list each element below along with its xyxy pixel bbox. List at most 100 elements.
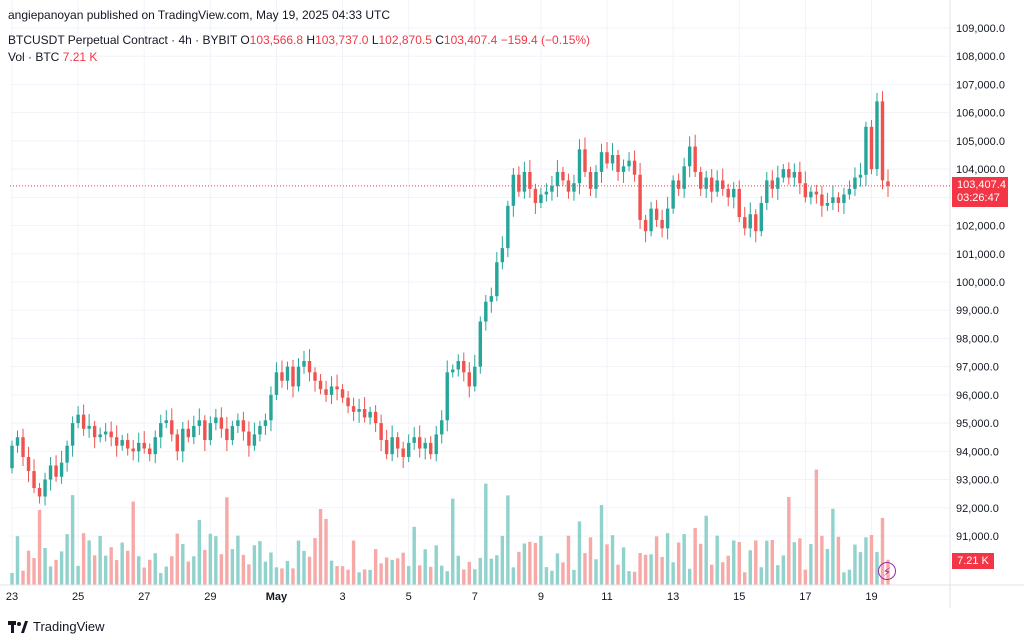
candle-body[interactable] — [621, 166, 626, 172]
candle-body[interactable] — [726, 188, 730, 198]
candle-body[interactable] — [484, 301, 488, 322]
candle-body[interactable] — [803, 183, 808, 198]
candle-body[interactable] — [329, 386, 334, 395]
candle-body[interactable] — [886, 181, 890, 186]
candle-body[interactable] — [434, 434, 438, 455]
candle-body[interactable] — [230, 425, 235, 441]
candle-body[interactable] — [302, 361, 306, 367]
candle-body[interactable] — [335, 386, 339, 390]
candle-body[interactable] — [506, 205, 510, 249]
candle-body[interactable] — [451, 369, 455, 373]
candle-body[interactable] — [500, 248, 505, 263]
candle-body[interactable] — [478, 321, 483, 367]
candle-body[interactable] — [880, 101, 885, 181]
candle-body[interactable] — [412, 437, 416, 443]
symbol-name[interactable]: BTCUSDT Perpetual Contract · 4h · BYBIT — [8, 33, 237, 47]
candle-body[interactable] — [120, 440, 124, 446]
candle-body[interactable] — [65, 445, 69, 463]
candle-body[interactable] — [853, 177, 857, 189]
candle-body[interactable] — [698, 171, 703, 189]
candle-body[interactable] — [748, 214, 752, 229]
candle-body[interactable] — [285, 366, 290, 381]
candle-body[interactable] — [54, 465, 58, 477]
candle-body[interactable] — [258, 425, 262, 435]
candle-body[interactable] — [395, 437, 400, 449]
candle-body[interactable] — [214, 417, 218, 424]
candle-body[interactable] — [164, 420, 168, 424]
candle-body[interactable] — [814, 191, 819, 195]
candle-body[interactable] — [10, 445, 14, 469]
candle-body[interactable] — [318, 380, 323, 390]
candle-body[interactable] — [583, 149, 587, 172]
candle-body[interactable] — [671, 180, 675, 209]
candle-body[interactable] — [864, 126, 868, 175]
candle-body[interactable] — [820, 194, 824, 206]
candle-body[interactable] — [197, 420, 202, 426]
candle-body[interactable] — [676, 180, 681, 189]
candle-body[interactable] — [208, 423, 213, 441]
candle-body[interactable] — [687, 146, 692, 167]
candle-body[interactable] — [148, 448, 152, 455]
candle-body[interactable] — [406, 442, 411, 457]
candle-body[interactable] — [594, 171, 598, 189]
candle-body[interactable] — [875, 101, 879, 170]
candle-body[interactable] — [401, 448, 405, 457]
candle-body[interactable] — [192, 425, 196, 438]
candle-body[interactable] — [252, 434, 257, 446]
candle-body[interactable] — [665, 208, 670, 229]
volume-label[interactable]: Vol · BTC — [8, 50, 60, 64]
candle-body[interactable] — [709, 177, 714, 192]
candle-body[interactable] — [109, 431, 113, 438]
candle-body[interactable] — [81, 414, 86, 429]
candle-body[interactable] — [572, 183, 576, 192]
candle-body[interactable] — [390, 437, 394, 455]
candle-body[interactable] — [296, 366, 301, 387]
candle-body[interactable] — [15, 437, 20, 446]
candle-body[interactable] — [732, 188, 736, 198]
candle-body[interactable] — [721, 180, 725, 189]
candle-body[interactable] — [467, 372, 471, 387]
candle-body[interactable] — [522, 171, 527, 192]
candle-body[interactable] — [643, 219, 648, 232]
candle-body[interactable] — [59, 462, 64, 477]
candle-body[interactable] — [842, 194, 846, 203]
candle-body[interactable] — [462, 361, 466, 373]
candle-body[interactable] — [351, 406, 356, 412]
candle-body[interactable] — [48, 465, 53, 480]
candle-body[interactable] — [588, 171, 593, 189]
candle-body[interactable] — [627, 160, 631, 167]
candle-body[interactable] — [92, 425, 97, 438]
candle-body[interactable] — [175, 434, 179, 452]
candle-body[interactable] — [37, 488, 42, 497]
candle-body[interactable] — [170, 420, 174, 435]
candle-body[interactable] — [346, 397, 350, 407]
candle-body[interactable] — [533, 188, 538, 203]
candle-body[interactable] — [759, 202, 763, 232]
candle-body[interactable] — [754, 214, 758, 232]
candle-body[interactable] — [858, 174, 863, 178]
candle-body[interactable] — [324, 389, 328, 395]
candle-body[interactable] — [693, 146, 697, 172]
candle-body[interactable] — [456, 361, 460, 370]
candle-body[interactable] — [577, 149, 582, 184]
candle-body[interactable] — [495, 262, 499, 297]
candle-body[interactable] — [103, 431, 108, 435]
candle-body[interactable] — [417, 437, 422, 449]
candle-body[interactable] — [770, 180, 775, 189]
candle-body[interactable] — [704, 177, 708, 189]
candle-body[interactable] — [550, 186, 554, 192]
candle-body[interactable] — [98, 434, 102, 438]
candle-body[interactable] — [26, 456, 31, 472]
candle-body[interactable] — [632, 160, 637, 175]
candle-body[interactable] — [787, 169, 791, 178]
candle-body[interactable] — [280, 372, 284, 381]
candle-body[interactable] — [423, 442, 427, 449]
candle-body[interactable] — [125, 440, 130, 449]
candle-body[interactable] — [599, 152, 604, 172]
candle-body[interactable] — [517, 174, 521, 192]
candle-body[interactable] — [511, 174, 516, 206]
candle-body[interactable] — [274, 372, 279, 395]
candle-body[interactable] — [357, 409, 361, 412]
candle-body[interactable] — [142, 442, 146, 449]
candle-body[interactable] — [114, 437, 119, 446]
